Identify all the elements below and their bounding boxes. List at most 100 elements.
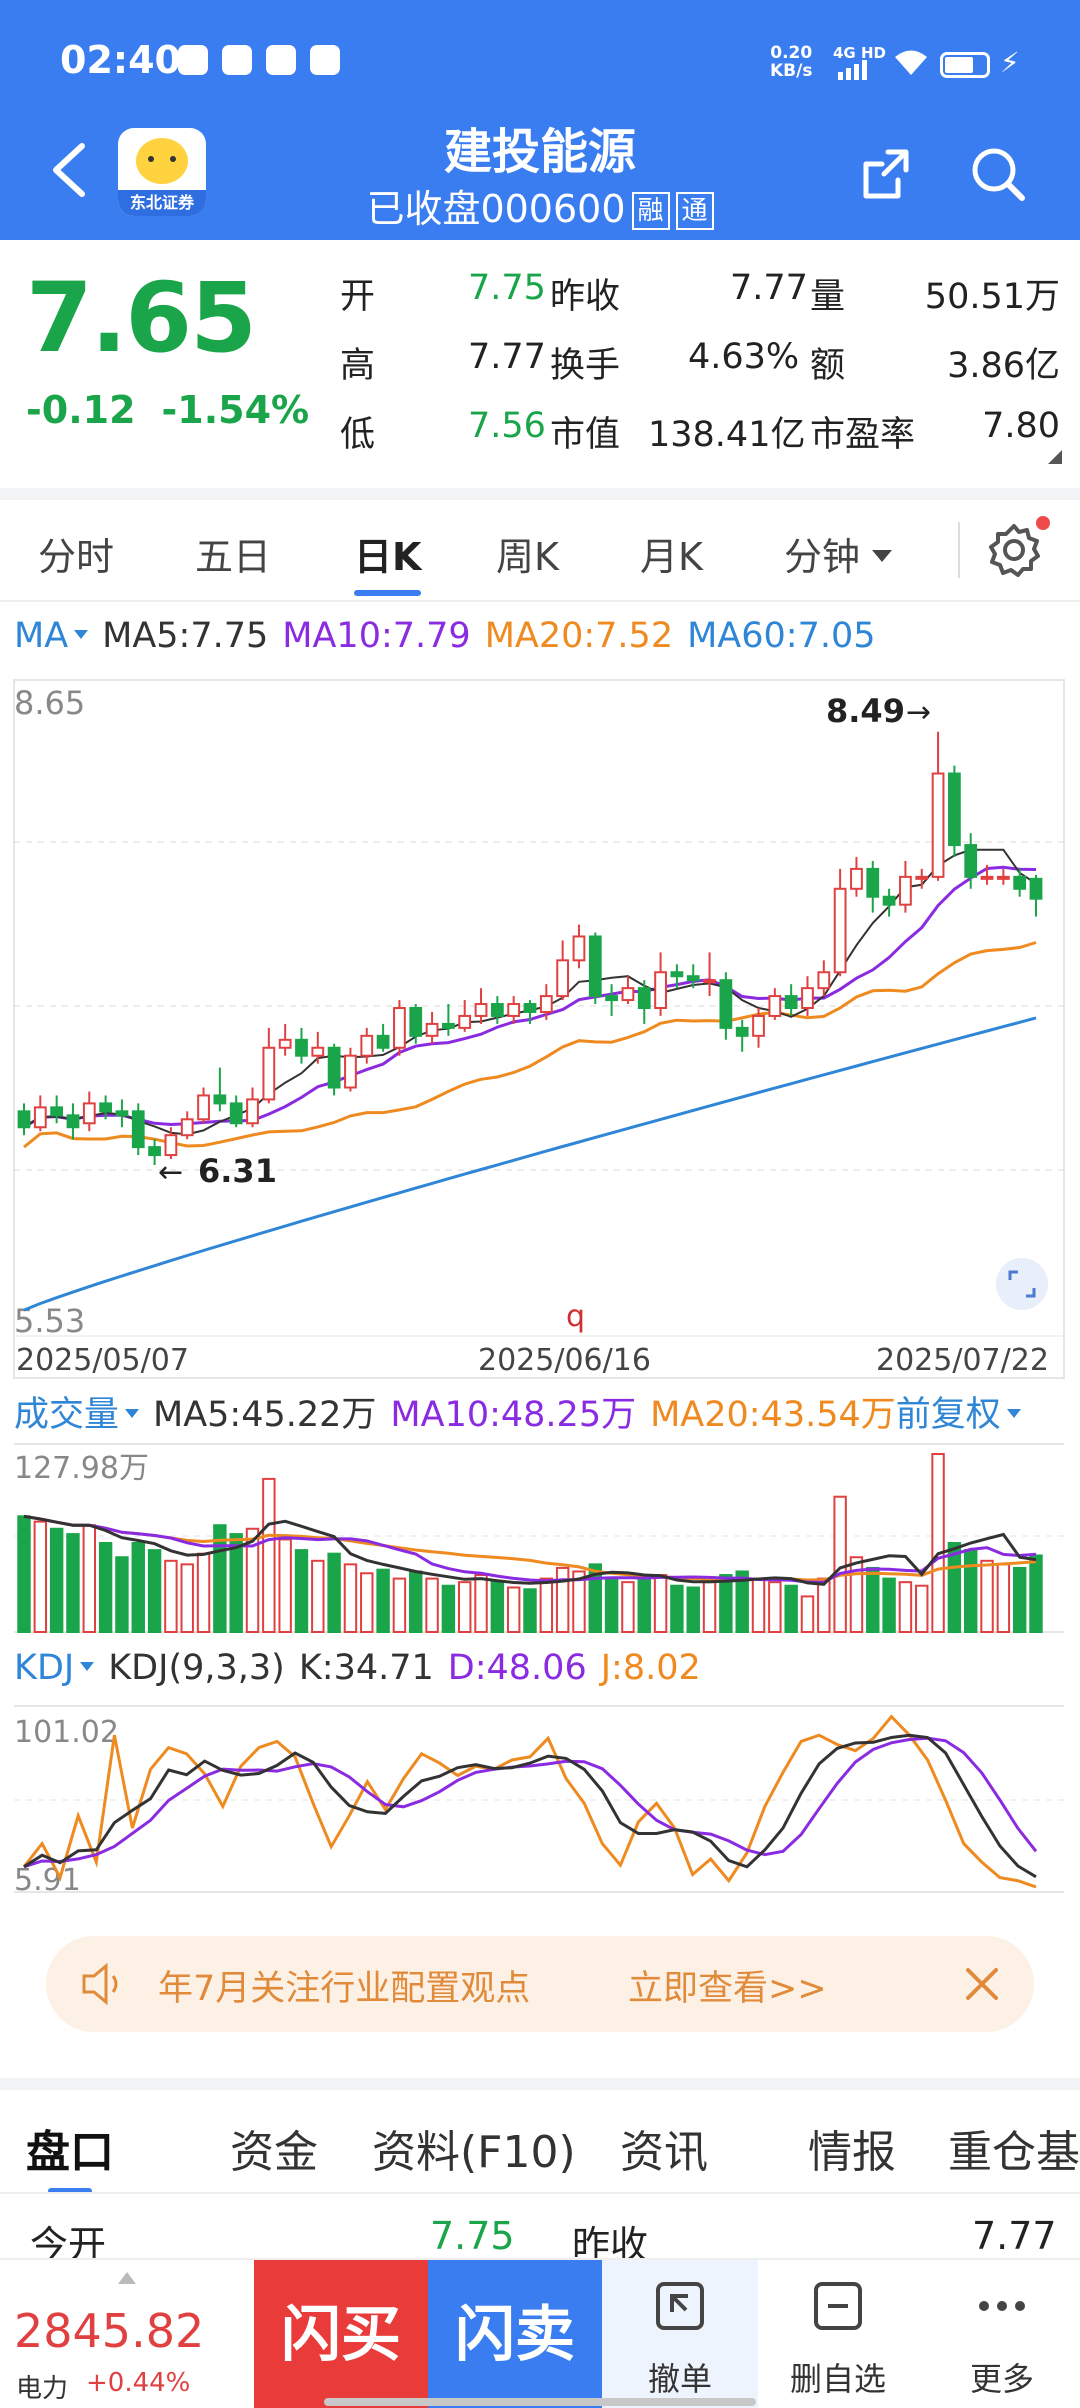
back-arrow-icon[interactable]: [44, 140, 94, 200]
divider: [0, 488, 1080, 500]
high-arrow: →: [906, 695, 931, 730]
kdj-k-polyline: [23, 1733, 1037, 1879]
volume-bar: [425, 1577, 439, 1633]
tab-f10[interactable]: 资料(F10): [372, 2127, 576, 2178]
volume-bar: [980, 1559, 994, 1634]
tab-funds[interactable]: 资金: [230, 2127, 318, 2178]
close-icon[interactable]: [960, 1962, 1004, 2006]
volume-bar: [686, 1586, 700, 1633]
tab-order-book[interactable]: 盘口: [26, 2116, 114, 2192]
flash-buy-button[interactable]: 闪买: [254, 2260, 428, 2408]
cancel-order-icon: [656, 2282, 704, 2330]
volume-bar: [245, 1527, 260, 1634]
tab-monthly-k[interactable]: 月K: [640, 535, 703, 579]
volume-bar: [327, 1552, 341, 1634]
broker-logo[interactable]: 东北证券: [118, 128, 206, 216]
volume-bar: [506, 1586, 521, 1633]
tab-daily-k[interactable]: 日K: [354, 526, 422, 596]
remove-watchlist-button[interactable]: 删自选: [760, 2260, 916, 2408]
logo-text: 东北证券: [118, 190, 206, 216]
quote-grid: 开 7.75 昨收 7.77 量 50.51万 高 7.77 换手 4.63% …: [340, 268, 1060, 475]
quote-label: 高: [340, 346, 376, 386]
candle-body: [768, 995, 782, 1017]
order-row: 今开 7.75 昨收 7.77: [0, 2200, 1080, 2267]
gear-icon[interactable]: [984, 520, 1044, 580]
stock-subtitle: 已收盘000600 融通: [0, 178, 1080, 233]
volume-bar: [947, 1542, 962, 1633]
tab-weekly-k[interactable]: 周K: [496, 535, 559, 579]
kdj-label: KDJ: [14, 1648, 75, 1688]
quote-label: 市值: [550, 415, 621, 455]
banner-text: 年7月关注行业配置观点: [158, 1969, 531, 2009]
kdj-max-label: 101.02: [14, 1715, 119, 1750]
candle-body: [605, 995, 618, 1002]
margin-tag: 融: [631, 192, 670, 230]
volume-bar: [572, 1570, 586, 1633]
kdj-lines: [22, 1714, 1038, 1889]
quote-value: 7.56: [468, 406, 546, 446]
kline-chart[interactable]: 8.65 5.53 2025/05/07 2025/06/16 2025/07/…: [0, 670, 1080, 1380]
candle-body: [376, 1034, 390, 1049]
tab-intel[interactable]: 情报: [808, 2127, 896, 2178]
chart-frame: [13, 679, 1065, 1379]
tab-five-day[interactable]: 五日: [195, 535, 272, 579]
volume-indicator-bar[interactable]: 成交量 MA5:45.22万 MA10:48.25万 MA20:43.54万前复权: [14, 1386, 1035, 1437]
volume-bar: [996, 1563, 1011, 1633]
speaker-icon: [82, 1962, 118, 2006]
ma20-polyline: [23, 941, 1037, 1149]
banner-link[interactable]: 立即查看>>: [628, 1969, 827, 2009]
volume-bar: [278, 1538, 292, 1633]
candle-body: [66, 1114, 80, 1129]
tab-intraday[interactable]: 分时: [38, 535, 115, 579]
cancel-order-button[interactable]: 撤单: [602, 2260, 758, 2408]
candle-body: [409, 1007, 423, 1037]
volume-bar: [849, 1556, 864, 1633]
candle-body: [148, 1146, 161, 1157]
tab-news[interactable]: 资讯: [620, 2127, 708, 2178]
volume-bar: [115, 1556, 129, 1633]
tab-minute[interactable]: 分钟: [784, 526, 893, 581]
expand-corner-icon[interactable]: [1048, 450, 1062, 464]
volume-bar: [637, 1577, 651, 1633]
index-value: 2845.82: [14, 2304, 205, 2358]
candle-body: [507, 1003, 521, 1017]
candle-body: [817, 971, 831, 990]
candle-body: [458, 1014, 472, 1029]
candle-body: [931, 772, 945, 878]
volume-bar: [213, 1524, 227, 1633]
kdj-indicator-bar[interactable]: KDJ KDJ(9,3,3) K:34.71 D:48.06 J:8.02: [14, 1648, 715, 1688]
candle-body: [899, 875, 912, 906]
volume-bar: [457, 1581, 472, 1634]
search-icon[interactable]: [968, 144, 1028, 204]
candle-body: [719, 979, 733, 1029]
low-arrow: ←: [158, 1155, 183, 1190]
volume-chart[interactable]: 127.98万: [0, 1440, 1080, 1636]
kdj-chart[interactable]: 101.02 5.91: [0, 1700, 1080, 1896]
notification-icons: [178, 45, 340, 75]
volume-bar: [164, 1559, 178, 1634]
promo-banner[interactable]: 年7月关注行业配置观点 立即查看>>: [46, 1936, 1034, 2032]
volume-bar: [735, 1570, 749, 1633]
candle-body: [784, 995, 798, 1010]
bottom-toolbar: 2845.82 电力 +0.44% 闪买 闪卖 撤单 删自选 更多: [0, 2258, 1080, 2408]
tab-holding-funds[interactable]: 重仓基: [948, 2127, 1080, 2178]
volume-bar: [621, 1581, 635, 1634]
vol-ma5-polyline: [23, 1514, 1037, 1586]
volume-bar: [702, 1581, 717, 1634]
more-button[interactable]: 更多: [924, 2260, 1080, 2408]
quote-value: 7.77: [730, 268, 808, 308]
ma-indicator-bar[interactable]: MA MA5:7.75 MA10:7.79 MA20:7.52 MA60:7.05: [14, 616, 890, 656]
volume-bar: [376, 1568, 390, 1633]
candle-body: [752, 1014, 765, 1037]
volume-bar: [131, 1542, 145, 1633]
fullscreen-icon: [996, 1258, 1048, 1310]
flash-sell-button[interactable]: 闪卖: [428, 2260, 602, 2408]
candle-body: [621, 987, 635, 1002]
quote-row: 低 7.56 市值 138.41亿 市盈率 7.80: [340, 406, 1060, 475]
share-icon[interactable]: [858, 144, 918, 204]
volume-bar: [768, 1581, 782, 1634]
candles: [17, 731, 1043, 1165]
candle-body: [1013, 875, 1027, 890]
sector-index[interactable]: 2845.82 电力 +0.44%: [0, 2260, 254, 2408]
ma5-value: MA5:7.75: [102, 616, 269, 656]
